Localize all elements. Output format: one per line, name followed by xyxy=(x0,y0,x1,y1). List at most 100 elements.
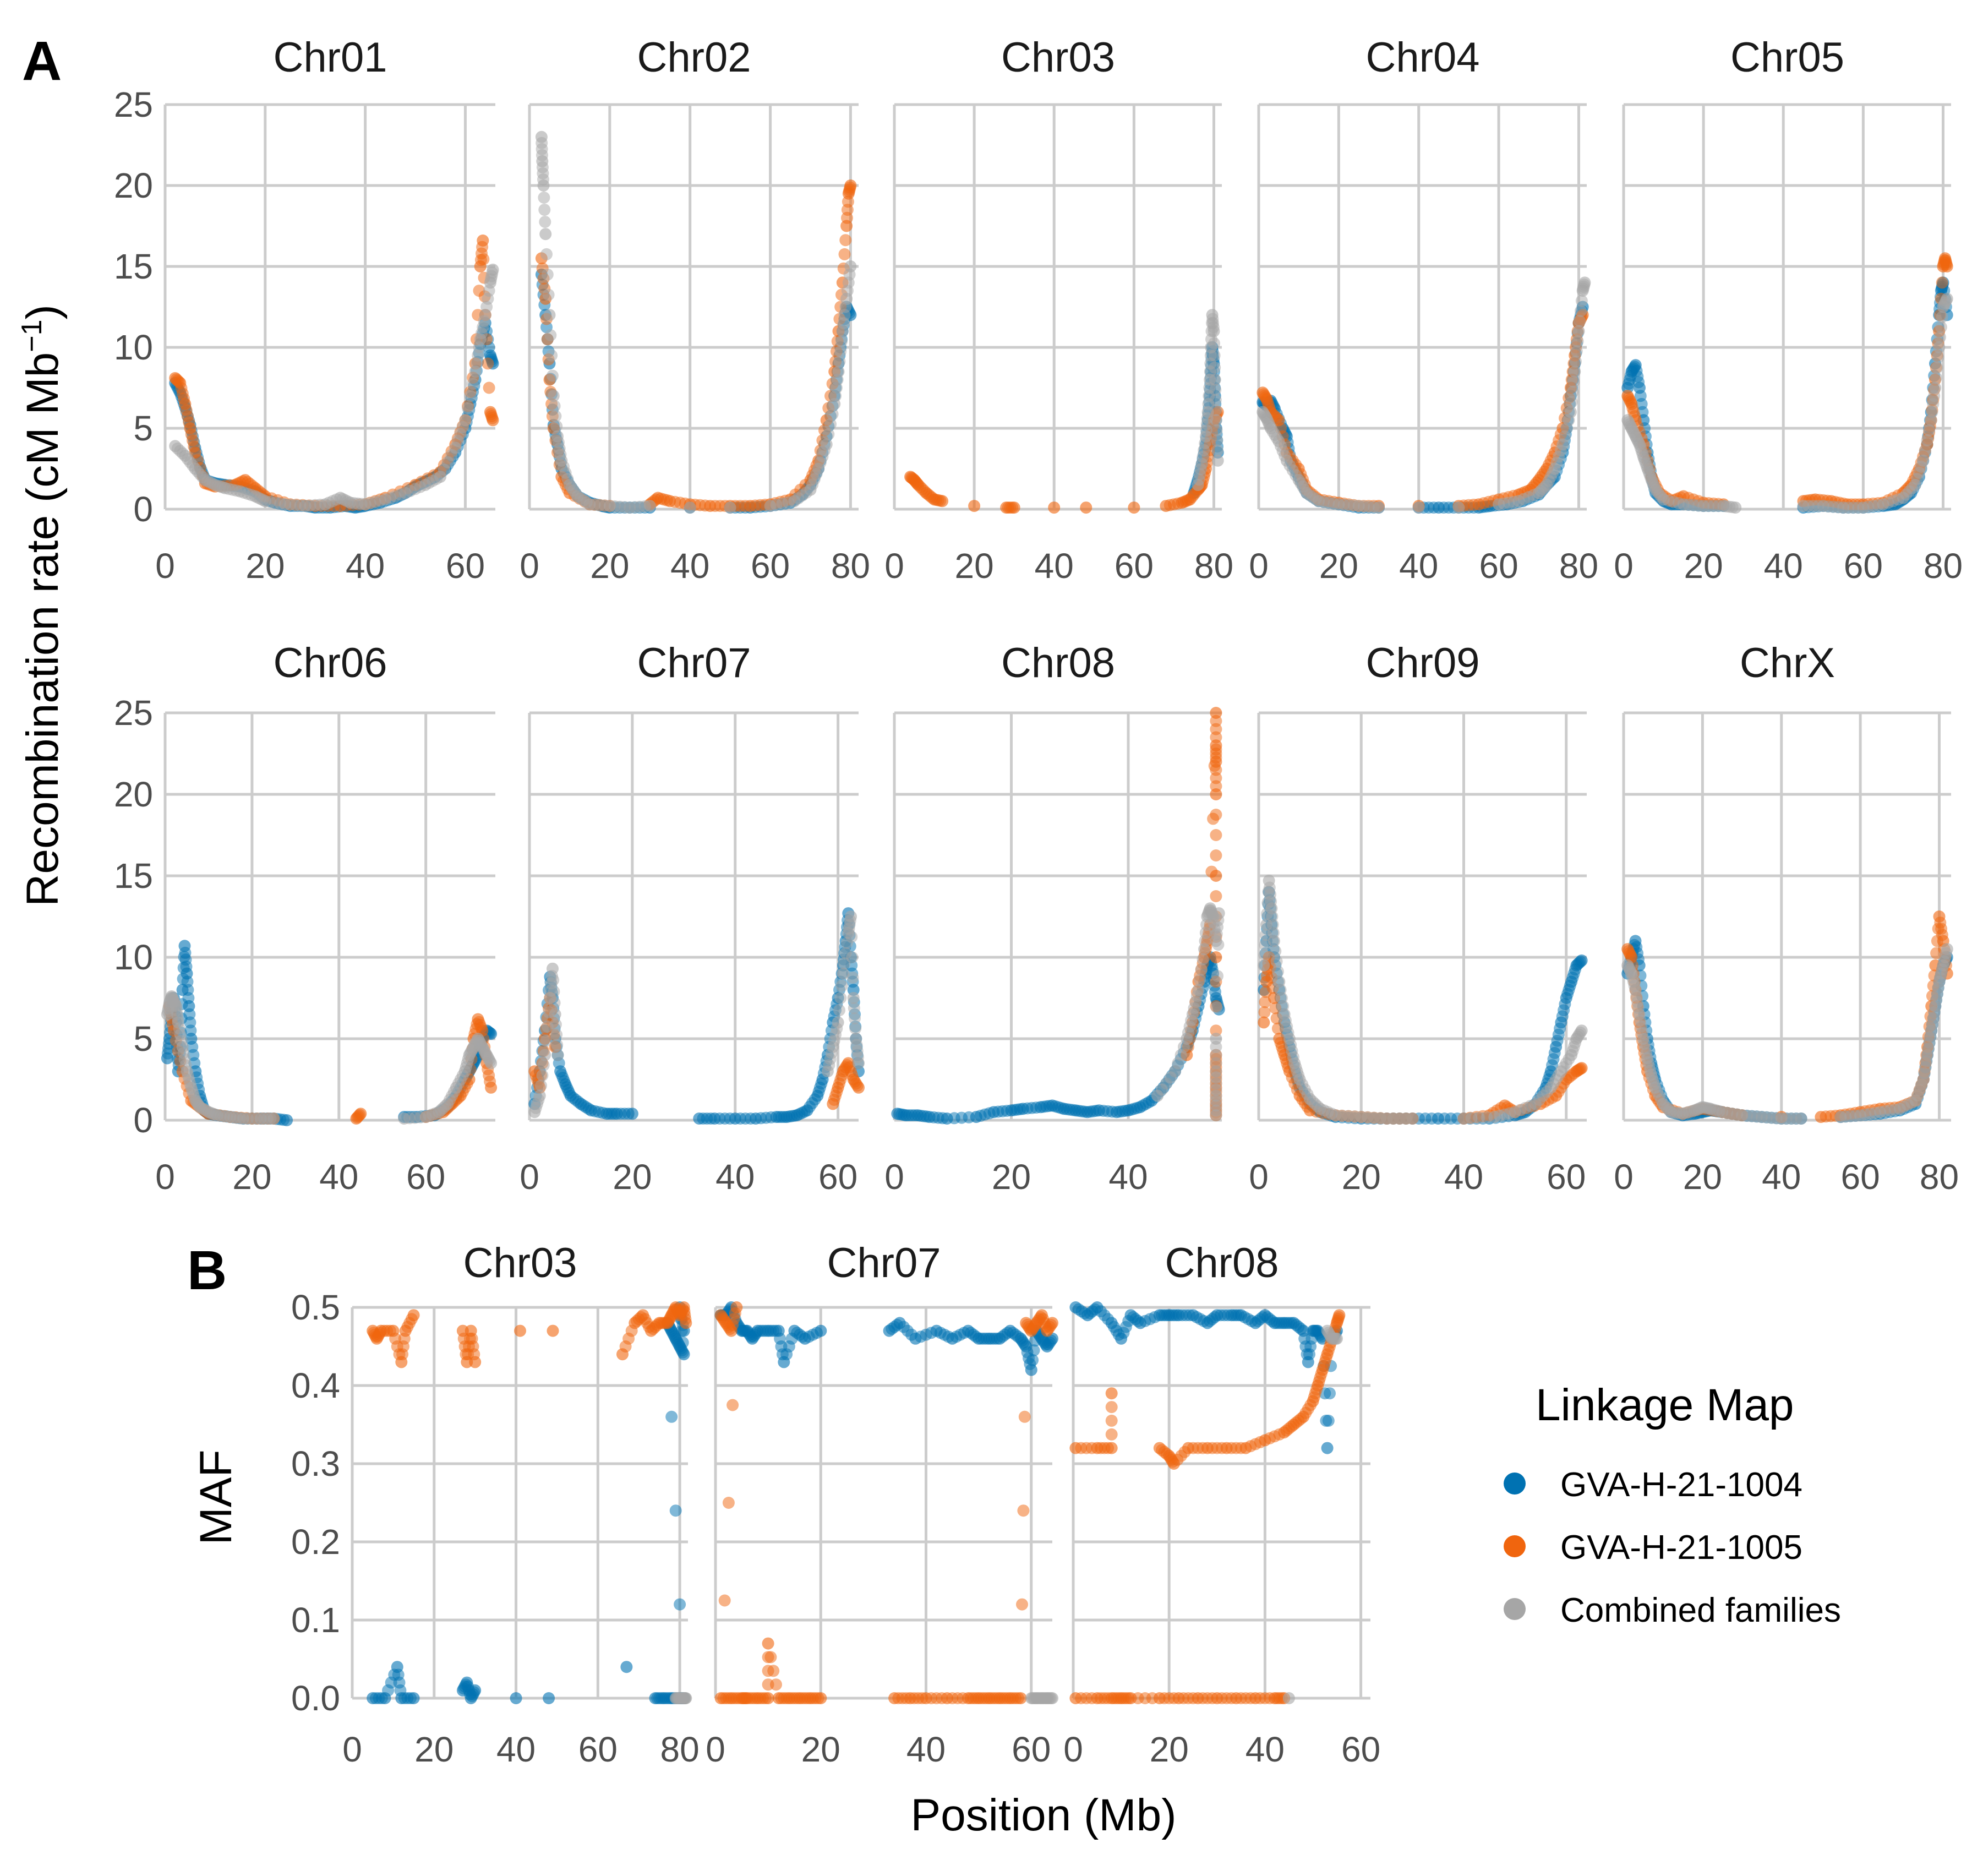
facet-title: Chr08 xyxy=(1001,640,1115,686)
data-point xyxy=(846,972,859,984)
data-point xyxy=(718,1594,731,1607)
data-point xyxy=(1932,351,1944,364)
data-point xyxy=(274,497,287,510)
legend-item-gva-1004: GVA-H-21-1004 xyxy=(1504,1466,1802,1504)
data-point xyxy=(486,412,499,424)
data-point xyxy=(744,1112,757,1125)
facet-title: Chr06 xyxy=(274,640,387,686)
data-point xyxy=(1105,1401,1118,1414)
data-point xyxy=(1234,1442,1247,1454)
data-point xyxy=(1554,444,1567,457)
data-point xyxy=(759,1692,772,1704)
data-point xyxy=(1210,751,1222,764)
series-combined-families xyxy=(1192,309,1224,491)
data-point xyxy=(1017,1504,1030,1517)
data-point xyxy=(1165,1071,1177,1084)
x-tick-label: 0 xyxy=(706,1730,725,1769)
x-tick-label: 20 xyxy=(414,1730,454,1769)
y-axis-title-main: Recombination rate (cM Mb xyxy=(18,352,68,907)
x-tick-label: 60 xyxy=(578,1730,618,1769)
data-point xyxy=(1548,1046,1561,1059)
data-point xyxy=(538,204,551,216)
data-point xyxy=(1322,1414,1335,1427)
data-point xyxy=(468,1686,480,1699)
data-point xyxy=(1672,497,1685,509)
data-point xyxy=(1921,434,1933,446)
data-point xyxy=(1216,1442,1228,1454)
series-gva-h-21-1005 xyxy=(1069,1309,1346,1704)
data-point xyxy=(831,373,844,386)
data-point xyxy=(467,378,479,390)
data-point xyxy=(1105,1428,1118,1441)
data-point xyxy=(704,1112,717,1125)
data-point xyxy=(1852,501,1865,514)
data-point xyxy=(1932,981,1944,994)
data-point xyxy=(1567,375,1580,388)
y-tick-label: 25 xyxy=(114,85,153,124)
x-tick-label: 40 xyxy=(496,1730,536,1769)
data-point xyxy=(1105,1414,1118,1427)
data-point xyxy=(905,1328,918,1341)
y-tick-label: 0 xyxy=(133,1100,153,1140)
data-point xyxy=(1574,315,1586,328)
facet-title: Chr02 xyxy=(637,34,751,81)
data-point xyxy=(812,1692,824,1704)
data-point xyxy=(598,499,611,512)
facet-a-chrx: ChrX 0 20 40 60 80 xyxy=(1614,640,1959,1197)
x-tick-label: 40 xyxy=(1764,546,1803,586)
data-point xyxy=(1210,1104,1222,1117)
data-point xyxy=(1321,1442,1334,1454)
data-point xyxy=(1726,501,1739,514)
data-point xyxy=(1575,304,1587,317)
data-point xyxy=(478,315,490,328)
data-point xyxy=(1085,1692,1098,1704)
facet-title: Chr08 xyxy=(1165,1240,1279,1286)
data-point xyxy=(543,309,556,321)
data-point xyxy=(1016,1598,1028,1611)
data-point xyxy=(1940,258,1953,271)
data-point xyxy=(1920,1055,1933,1067)
data-point xyxy=(1935,321,1947,334)
data-point xyxy=(679,1313,692,1326)
data-point xyxy=(537,173,549,186)
x-tick-label: 0 xyxy=(1614,1157,1634,1197)
data-point xyxy=(464,390,477,402)
data-point xyxy=(547,1324,559,1337)
data-point xyxy=(1258,949,1271,962)
data-point xyxy=(833,1004,845,1017)
data-point xyxy=(1481,1111,1493,1124)
data-point xyxy=(1279,450,1291,462)
data-point xyxy=(1210,809,1222,821)
data-point xyxy=(353,1109,366,1121)
data-point xyxy=(1045,1318,1057,1331)
data-point xyxy=(1195,963,1208,976)
data-point xyxy=(674,1598,686,1611)
data-point xyxy=(1574,1026,1587,1039)
x-tick-label: 40 xyxy=(346,546,385,586)
facet-b-chr08: Chr08 0 20 40 60 xyxy=(1063,1240,1380,1769)
data-point xyxy=(355,498,368,510)
data-point xyxy=(536,1069,549,1082)
data-point xyxy=(542,288,555,301)
data-point xyxy=(1936,929,1948,941)
data-point xyxy=(936,1692,948,1704)
data-point xyxy=(1208,337,1220,350)
series-combined-families xyxy=(528,910,865,1119)
data-point xyxy=(767,1665,780,1677)
data-point xyxy=(554,448,567,461)
legend-item-combined: Combined families xyxy=(1504,1591,1841,1629)
x-tick-label: 0 xyxy=(155,1157,175,1197)
data-point xyxy=(726,1399,739,1411)
x-tick-label: 40 xyxy=(1444,1157,1483,1197)
data-point xyxy=(1731,1108,1744,1121)
data-point xyxy=(1269,945,1282,957)
data-point xyxy=(1199,437,1211,450)
data-point xyxy=(539,228,552,241)
data-point xyxy=(831,1022,843,1035)
facet-a-chr05: Chr05 0 20 40 60 80 xyxy=(1614,34,1963,586)
data-point xyxy=(625,1324,638,1337)
data-point xyxy=(547,974,560,986)
data-point xyxy=(537,1059,550,1072)
data-point xyxy=(1211,970,1223,982)
